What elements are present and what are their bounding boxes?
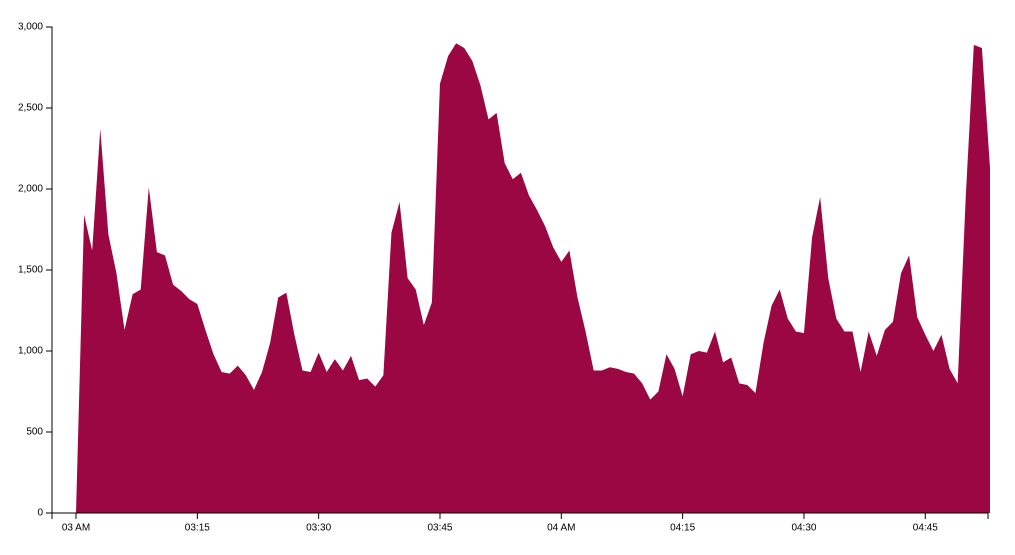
x-tick-label: 04:30: [791, 523, 816, 534]
area: [76, 43, 990, 513]
y-tick-label: 0: [37, 508, 43, 519]
y-tick-label: 2,500: [18, 103, 43, 114]
x-tick-label: 04 AM: [547, 523, 575, 534]
y-tick-label: 2,000: [18, 184, 43, 195]
x-tick-label: 04:15: [670, 523, 695, 534]
y-tick-label: 1,000: [18, 346, 43, 357]
y-tick-label: 500: [26, 427, 43, 438]
x-tick-label: 03 AM: [62, 523, 90, 534]
x-tick-label: 03:45: [427, 523, 452, 534]
y-tick-label: 3,000: [18, 22, 43, 33]
y-tick-label: 1,500: [18, 265, 43, 276]
x-tick-label: 03:30: [306, 523, 331, 534]
x-tick-label: 04:45: [913, 523, 938, 534]
x-axis: [51, 512, 989, 519]
x-tick-label: 03:15: [185, 523, 210, 534]
